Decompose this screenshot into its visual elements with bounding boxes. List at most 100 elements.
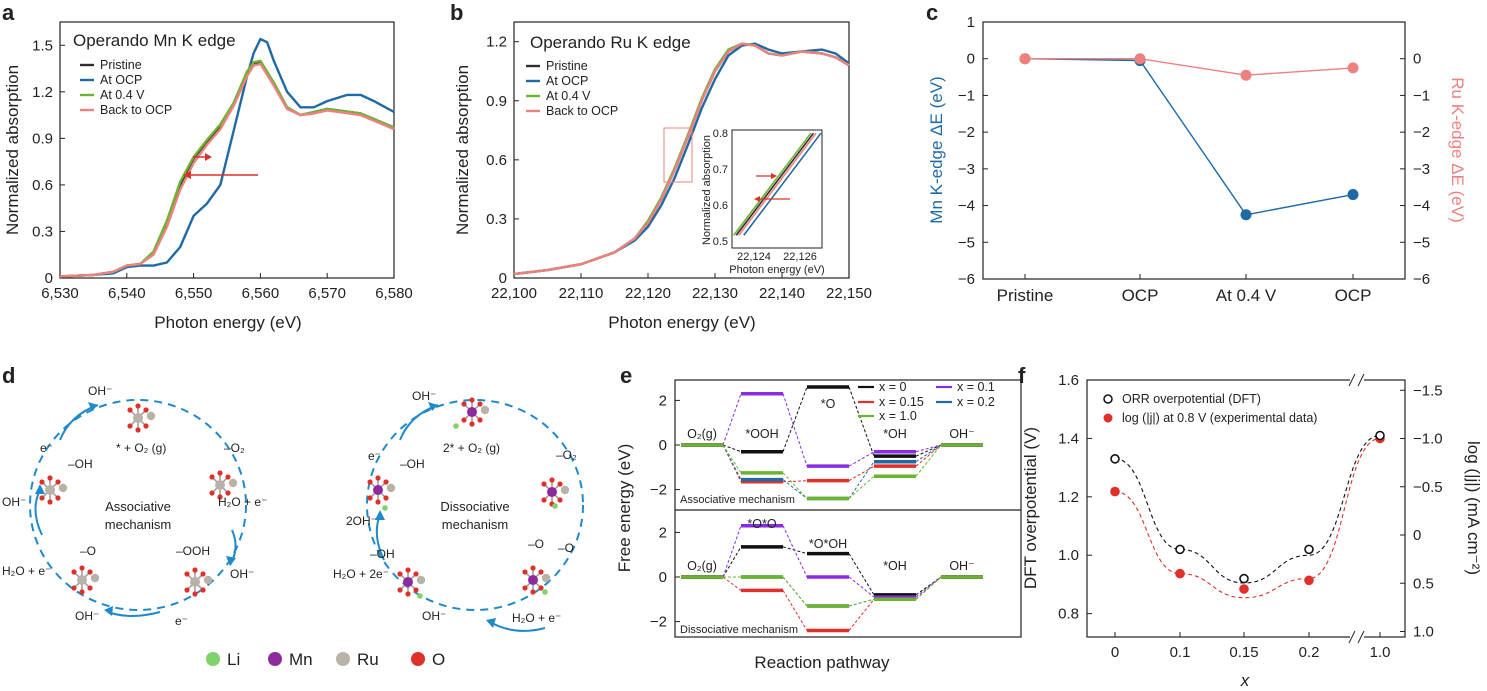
molecule-cluster xyxy=(461,397,490,427)
cycle-arrowhead xyxy=(104,606,113,616)
oxygen-atom xyxy=(461,401,467,407)
assoc-mechanism-label-1: Associative xyxy=(105,499,171,514)
ruthenium-atom xyxy=(45,485,55,495)
oxygen-atom xyxy=(143,423,149,429)
panel-e-frame xyxy=(674,379,1022,638)
ruthenium-atom xyxy=(560,485,570,495)
inset-ytick: 0.7 xyxy=(713,164,728,176)
assoc-step-label: *O xyxy=(821,397,836,411)
oxygen-atom xyxy=(71,585,77,591)
molecule-cluster xyxy=(71,565,100,595)
cycle-arrowhead xyxy=(35,484,45,494)
panel-b-frame xyxy=(513,21,850,279)
series-line-0 xyxy=(1024,58,1354,216)
oxygen-atom xyxy=(367,495,373,501)
panel-b-inset: 0.8 0.7 0.6 0.5 22,124 22,126 Photon ene… xyxy=(701,128,825,276)
dissoc-step-label: *OH xyxy=(883,559,907,573)
oxygen-atom xyxy=(461,417,467,423)
panel-f-ylabel-left: DFT overpotential (V) xyxy=(1021,427,1040,589)
legend-marker-filled xyxy=(1103,413,1113,423)
series-point-1 xyxy=(1347,62,1359,74)
molecule-cluster xyxy=(209,470,238,500)
dissoc-mechanism-label-2: mechanism xyxy=(442,517,508,532)
oxygen-atom xyxy=(200,587,206,593)
connector-3 xyxy=(782,479,808,499)
dft-point xyxy=(1304,544,1314,555)
arrowhead-left xyxy=(183,171,191,179)
inset-ylabel: Normalized absorption xyxy=(701,135,713,245)
series-point-0 xyxy=(1347,189,1359,201)
inset-ytick: 0.5 xyxy=(713,236,728,248)
panel-e-letter: e xyxy=(620,363,632,388)
panel-f-legend: ORR overpotential (DFT) log (|j|) at 0.8… xyxy=(1103,392,1317,425)
y-tick-label: 1.0 xyxy=(1058,547,1079,564)
oxygen-atom xyxy=(477,417,483,423)
fit-curve-experimental xyxy=(1114,437,1381,599)
panel-a-title: Operando Mn K edge xyxy=(73,31,236,50)
cycle-arrowhead xyxy=(88,402,98,411)
y-tick-label: −2 xyxy=(650,482,667,499)
panel-a-frame xyxy=(59,21,395,279)
y2-tick-label: 0.5 xyxy=(1413,575,1434,592)
y-tick-label: −5 xyxy=(958,234,975,251)
species-label: H₂O + e⁻ xyxy=(512,611,561,625)
manganese-atom xyxy=(467,407,477,417)
inset-ytick: 0.6 xyxy=(713,200,728,212)
oxygen-atom xyxy=(413,587,419,593)
ruthenium-atom xyxy=(386,483,396,493)
species-label: –O xyxy=(558,541,574,555)
oxygen-atom xyxy=(538,569,544,575)
x-tick-label: 22,150 xyxy=(826,285,872,302)
cycle-arrowhead xyxy=(226,556,236,566)
y-tick-label: 0 xyxy=(45,270,53,287)
species-label: 2OH⁻ xyxy=(346,514,377,528)
panel-c: c 1 0 −1 −2 −3 −4 −5 −6 0 −1 −2 −3 −4 −5 −6 Pristine OCP… xyxy=(926,0,1467,305)
oxygen-atom xyxy=(79,589,85,595)
species-label: OH⁻ xyxy=(230,567,254,581)
assoc-step-label: *OH xyxy=(883,427,907,441)
oxygen-atom xyxy=(530,565,536,571)
panel-c-frame xyxy=(982,21,1406,280)
x-tick-label: 6,580 xyxy=(375,285,413,302)
x-tick-label: 6,570 xyxy=(308,285,346,302)
oxygen-atom xyxy=(557,497,563,503)
ruthenium-atom xyxy=(203,575,213,585)
connector-1 xyxy=(848,576,875,598)
connector-2 xyxy=(915,444,942,467)
panel-b-letter: b xyxy=(450,0,463,25)
species-label: OH⁻ xyxy=(88,384,112,398)
experimental-point xyxy=(1110,486,1120,497)
connector-0 xyxy=(722,444,742,453)
species-label: OH⁻ xyxy=(422,609,446,623)
legend-atom-label: Mn xyxy=(289,650,313,669)
inset-arrowhead-left xyxy=(754,196,760,202)
species-label: H₂O + 2e⁻ xyxy=(333,567,389,581)
x-tick-label: 0.1 xyxy=(1170,644,1191,661)
oxygen-atom xyxy=(47,475,53,481)
panel-e-ticks: 2 0 −2 2 0 −2 xyxy=(650,392,680,631)
y-tick-label: 0.3 xyxy=(32,223,53,240)
molecule-cluster xyxy=(522,565,551,595)
ruthenium-atom xyxy=(541,573,551,583)
panel-b-lines xyxy=(513,42,850,276)
lithium-atom xyxy=(542,589,548,595)
series-point-0 xyxy=(1240,209,1252,221)
lithium-atom xyxy=(417,593,423,599)
dissoc-mechanism-label-1: Dissociative xyxy=(440,499,509,514)
oxygen-atom xyxy=(71,569,77,575)
panel-c-lines xyxy=(1019,53,1359,221)
panel-d-arrows xyxy=(34,402,546,632)
assoc-step-label: OH⁻ xyxy=(949,427,974,441)
oxygen-atom xyxy=(469,421,475,427)
assoc-mechanism-caption: Associative mechanism xyxy=(680,494,795,506)
lithium-atom xyxy=(453,423,459,429)
panel-c-ylabel-left: Mn K-edge ΔE (eV) xyxy=(927,76,946,223)
panel-a-ticks: 6,530 6,540 6,550 6,560 6,570 6,580 0 0.3 0.6 0.9… xyxy=(32,37,413,302)
legend-atom-mn-icon xyxy=(268,652,282,666)
ruthenium-atom xyxy=(133,413,143,423)
manganese-atom xyxy=(403,577,413,587)
y-tick-label: 0.8 xyxy=(1058,606,1079,623)
oxygen-atom xyxy=(209,474,215,480)
panel-c-letter: c xyxy=(926,0,938,25)
